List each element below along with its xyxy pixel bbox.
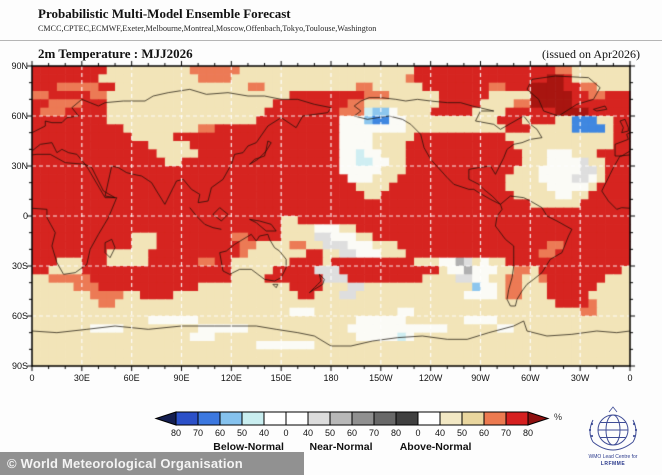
- x-axis-tick-label: 120E: [220, 373, 242, 383]
- copyright-banner: © World Meteorological Organisation: [0, 452, 304, 475]
- colorbar-segment: [395, 411, 419, 426]
- colorbar-segment: [285, 411, 309, 426]
- y-axis-tick-label: 90N: [11, 61, 28, 71]
- colorbar-tick-label: 60: [478, 428, 490, 438]
- x-axis-tick-label: 90E: [173, 373, 190, 383]
- colorbar-segment: [417, 411, 441, 426]
- x-axis-tick-label: 150W: [369, 373, 393, 383]
- x-axis-tick-label: 0: [29, 373, 35, 383]
- colorbar-category-label: Below-Normal: [213, 441, 284, 453]
- colorbar-tick-label: 80: [522, 428, 534, 438]
- page-title: Probabilistic Multi-Model Ensemble Forec…: [38, 6, 291, 21]
- x-axis-tick-label: 0: [627, 373, 633, 383]
- colorbar-tick-label: 60: [346, 428, 358, 438]
- x-axis-tick-label: 60E: [123, 373, 140, 383]
- colorbar-segment: [439, 411, 463, 426]
- colorbar-tick-label: 0: [415, 428, 421, 438]
- wmo-logo: WMO Lead Centre for LRFMME: [575, 404, 651, 472]
- copyright-text: © World Meteorological Organisation: [7, 456, 243, 471]
- colorbar-right-arrow: [527, 411, 550, 426]
- header-divider: [0, 40, 662, 41]
- colorbar-segment: [373, 411, 397, 426]
- colorbar-segment: [263, 411, 287, 426]
- colorbar-tick-label: 40: [434, 428, 446, 438]
- colorbar-tick-label: 50: [324, 428, 336, 438]
- percent-unit-label: %: [554, 412, 563, 422]
- colorbar-segment: [241, 411, 265, 426]
- colorbar-segment: [505, 411, 529, 426]
- probability-colorbar: [0, 410, 662, 428]
- colorbar-tick-label: 60: [214, 428, 226, 438]
- colorbar-tick-label: 40: [258, 428, 270, 438]
- colorbar-tick-label: 80: [390, 428, 402, 438]
- colorbar-tick-label: 80: [170, 428, 182, 438]
- colorbar-category-label: Near-Normal: [309, 441, 373, 453]
- x-axis-tick-label: 60W: [521, 373, 540, 383]
- wmo-emblem-icon: [588, 406, 638, 451]
- colorbar-segment: [197, 411, 221, 426]
- colorbar-segment: [175, 411, 199, 426]
- colorbar-tick-label: 70: [192, 428, 204, 438]
- x-axis-tick-label: 150E: [270, 373, 292, 383]
- y-axis-tick-label: 90S: [11, 361, 28, 371]
- colorbar-category-label: Above-Normal: [399, 441, 472, 453]
- colorbar-tick-label: 40: [302, 428, 314, 438]
- x-axis-tick-label: 30W: [570, 373, 590, 383]
- colorbar-segment: [219, 411, 243, 426]
- wmo-logo-text-line2: LRFMME: [600, 461, 626, 467]
- wmo-logo-text-line1: WMO Lead Centre for: [588, 454, 638, 460]
- colorbar-segment: [329, 411, 353, 426]
- colorbar-tick-label: 70: [500, 428, 512, 438]
- y-axis-tick-label: 30S: [11, 261, 28, 271]
- x-axis-tick-label: 180: [323, 373, 339, 383]
- colorbar-tick-label: 0: [283, 428, 289, 438]
- colorbar-segment: [461, 411, 485, 426]
- colorbar-segment: [483, 411, 507, 426]
- y-axis-tick-label: 60N: [11, 111, 28, 121]
- colorbar-tick-label: 50: [236, 428, 248, 438]
- x-axis-tick-label: 30E: [73, 373, 90, 383]
- colorbar-tick-label: 50: [456, 428, 468, 438]
- colorbar-left-arrow: [154, 411, 177, 426]
- x-axis-tick-label: 90W: [471, 373, 490, 383]
- model-list: CMCC,CPTEC,ECMWF,Exeter,Melbourne,Montre…: [38, 24, 377, 33]
- world-map-canvas: [22, 56, 640, 376]
- colorbar-segment: [307, 411, 331, 426]
- x-axis-tick-label: 120W: [418, 373, 443, 383]
- y-axis-tick-label: 30N: [11, 161, 28, 171]
- colorbar-tick-label: 70: [368, 428, 380, 438]
- y-axis-tick-label: 0: [22, 211, 28, 221]
- y-axis-tick-label: 60S: [11, 311, 28, 321]
- colorbar-segment: [351, 411, 375, 426]
